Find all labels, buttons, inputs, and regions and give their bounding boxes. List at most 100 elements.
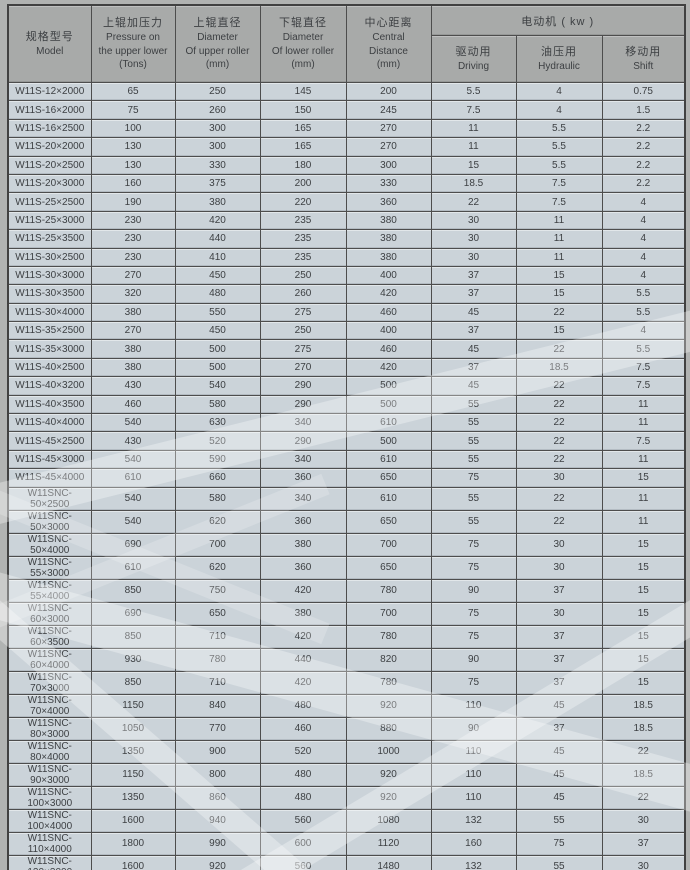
value-cell: 270	[90, 265, 176, 286]
col-header-upper-unit: (mm)	[205, 59, 230, 71]
model-cell: W11S-45×3000	[7, 449, 92, 470]
value-cell: 15	[601, 601, 686, 626]
value-cell: 22	[515, 509, 603, 534]
model-cell: W11SNC-90×3000	[7, 762, 92, 787]
col-header-model: 规格型号 Model	[7, 4, 92, 83]
value-cell: 380	[174, 192, 261, 212]
value-cell: 650	[345, 509, 432, 534]
value-cell: 75	[515, 831, 603, 856]
col-header-lower-unit: (mm)	[291, 59, 315, 71]
value-cell: 750	[174, 578, 261, 603]
value-cell: 15	[515, 284, 603, 304]
value-cell: 90	[430, 716, 517, 741]
value-cell: 15	[601, 468, 686, 488]
value-cell: 900	[174, 739, 261, 764]
col-header-pressure-zh: 上辊加压力	[103, 17, 163, 30]
table-row: W11SNC-55×4000 850 750 420 780 90 37 15	[7, 578, 686, 603]
value-cell: 5.5	[515, 137, 603, 157]
table-row: W11S-25×3000 230 420 235 380 30 11 4	[7, 210, 686, 231]
value-cell: 920	[174, 854, 261, 870]
value-cell: 480	[259, 762, 347, 787]
value-cell: 840	[174, 693, 261, 718]
table-row: W11SNC-50×2500 540 580 340 610 55 22 11	[7, 486, 686, 511]
value-cell: 15	[430, 155, 517, 175]
table-row: W11S-12×2000 65 250 145 200 5.5 4 0.75	[7, 81, 686, 102]
value-cell: 560	[259, 854, 347, 870]
value-cell: 400	[345, 265, 432, 286]
col-header-lower-en2: Of lower roller	[271, 45, 335, 57]
value-cell: 15	[601, 624, 686, 649]
value-cell: 780	[345, 578, 432, 603]
value-cell: 45	[515, 693, 603, 718]
value-cell: 75	[430, 555, 517, 580]
col-header-model-en: Model	[36, 45, 64, 57]
model-cell: W11SNC-55×3000	[7, 555, 92, 580]
value-cell: 700	[345, 601, 432, 626]
value-cell: 11	[601, 394, 686, 415]
value-cell: 7.5	[601, 357, 686, 378]
value-cell: 55	[430, 509, 517, 534]
value-cell: 300	[174, 118, 261, 139]
value-cell: 110	[430, 693, 517, 718]
value-cell: 30	[430, 229, 517, 249]
value-cell: 1150	[90, 693, 176, 718]
value-cell: 37	[515, 716, 603, 741]
value-cell: 250	[259, 321, 347, 341]
value-cell: 200	[345, 81, 432, 102]
value-cell: 22	[515, 486, 603, 511]
model-cell: W11S-20×2000	[7, 137, 92, 157]
value-cell: 190	[90, 192, 176, 212]
value-cell: 620	[174, 509, 261, 534]
value-cell: 460	[259, 716, 347, 741]
table-row: W11S-45×4000 610 660 360 650 75 30 15	[7, 468, 686, 488]
model-cell: W11SNC-70×4000	[7, 693, 92, 718]
value-cell: 11	[515, 247, 603, 267]
value-cell: 2.2	[601, 137, 686, 157]
value-cell: 230	[90, 229, 176, 249]
value-cell: 780	[174, 647, 261, 672]
table-row: W11SNC-60×4000 930 780 440 820 90 37 15	[7, 647, 686, 672]
value-cell: 540	[90, 413, 176, 433]
value-cell: 90	[430, 647, 517, 672]
col-header-upper-en2: Of upper roller	[185, 45, 250, 57]
value-cell: 22	[515, 449, 603, 470]
table-row: W11S-30×3500 320 480 260 420 37 15 5.5	[7, 284, 686, 304]
value-cell: 540	[90, 509, 176, 534]
value-cell: 22	[515, 431, 603, 451]
table-row: W11S-20×2500 130 330 180 300 15 5.5 2.2	[7, 155, 686, 175]
value-cell: 500	[345, 376, 432, 396]
value-cell: 710	[174, 670, 261, 695]
value-cell: 540	[90, 449, 176, 470]
table-row: W11S-25×2500 190 380 220 360 22 7.5 4	[7, 192, 686, 212]
value-cell: 15	[601, 532, 686, 557]
value-cell: 130	[90, 155, 176, 175]
value-cell: 130	[90, 137, 176, 157]
value-cell: 380	[90, 302, 176, 323]
col-header-motor: 电动机 ( kw )	[430, 4, 686, 36]
model-cell: W11SNC-120×3000	[7, 854, 92, 870]
value-cell: 150	[259, 100, 347, 120]
value-cell: 260	[259, 284, 347, 304]
value-cell: 37	[430, 357, 517, 378]
model-cell: W11SNC-50×4000	[7, 532, 92, 557]
value-cell: 18.5	[601, 693, 686, 718]
table-row: W11SNC-120×3000160092056014801325530	[7, 854, 686, 870]
value-cell: 22	[515, 302, 603, 323]
value-cell: 320	[90, 284, 176, 304]
value-cell: 55	[515, 854, 603, 870]
value-cell: 420	[345, 357, 432, 378]
value-cell: 18.5	[601, 762, 686, 787]
value-cell: 220	[259, 192, 347, 212]
col-header-hydraulic-en: Hydraulic	[538, 60, 580, 72]
value-cell: 520	[259, 739, 347, 764]
value-cell: 55	[430, 413, 517, 433]
value-cell: 920	[345, 762, 432, 787]
value-cell: 290	[259, 376, 347, 396]
value-cell: 380	[90, 339, 176, 359]
col-header-pressure-unit: (Tons)	[119, 59, 147, 71]
value-cell: 1800	[90, 831, 176, 856]
value-cell: 700	[174, 532, 261, 557]
value-cell: 780	[345, 624, 432, 649]
value-cell: 15	[601, 647, 686, 672]
value-cell: 690	[90, 601, 176, 626]
